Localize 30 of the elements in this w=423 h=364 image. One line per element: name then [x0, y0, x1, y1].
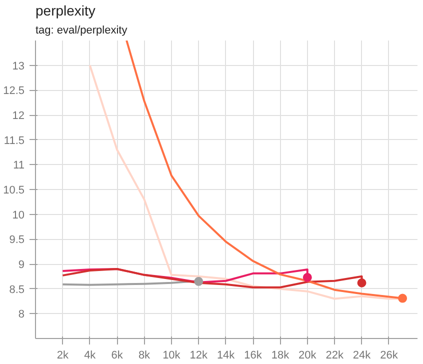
- point: [194, 276, 204, 286]
- x-tick-label: 24k: [352, 350, 372, 362]
- x-tick-label: 26k: [380, 350, 398, 362]
- y-tick-label: 11: [13, 160, 25, 172]
- y-tick-label: 8.5: [9, 284, 25, 296]
- point: [398, 294, 408, 303]
- chart-subtitle: tag: eval/perplexity: [36, 24, 128, 36]
- x-tick-label: 14k: [216, 350, 236, 362]
- y-tick-label: 13: [12, 60, 25, 72]
- chart-title: perplexity: [36, 2, 96, 18]
- y-tick-label: 12: [12, 110, 25, 122]
- y-tick-label: 8: [18, 308, 25, 321]
- x-tick-label: 8k: [138, 350, 151, 362]
- x-tick-label: 16k: [244, 350, 262, 362]
- y-tick-label: 10: [12, 209, 25, 222]
- point: [302, 272, 312, 282]
- x-tick-label: 20k: [298, 350, 317, 362]
- x-tick-label: 6k: [111, 350, 124, 362]
- x-tick-label: 18k: [271, 350, 290, 362]
- x-tick-label: 4k: [84, 350, 96, 362]
- y-tick-label: 10.5: [3, 184, 25, 196]
- x-tick-label: 10k: [162, 350, 181, 362]
- y-tick-label: 12.5: [3, 85, 25, 98]
- x-tick-label: 22k: [326, 350, 344, 362]
- x-tick-label: 12k: [190, 350, 208, 362]
- y-tick-label: 11.5: [4, 134, 24, 147]
- x-tick-label: 2k: [56, 350, 69, 362]
- y-tick-label: 9.5: [9, 234, 25, 246]
- point: [357, 278, 366, 288]
- y-tick-label: 9: [18, 259, 25, 271]
